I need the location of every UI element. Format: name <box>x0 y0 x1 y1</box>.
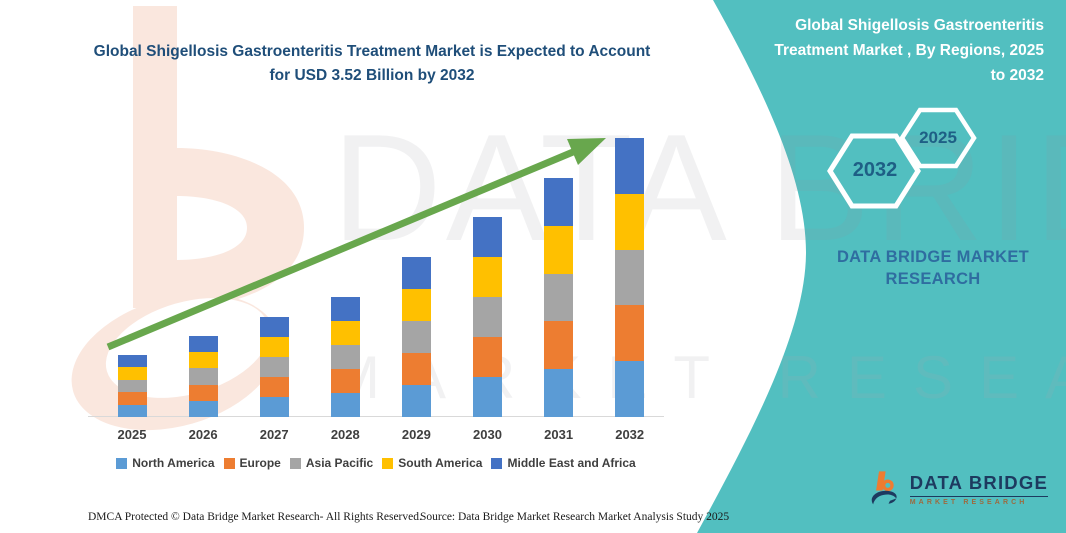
side-panel-title: Global Shigellosis Gastroenteritis Treat… <box>714 13 1044 88</box>
legend-item-middle-east-and-africa: Middle East and Africa <box>491 456 636 470</box>
bar-2026 <box>188 336 218 417</box>
bar-segment-asia-pacific <box>615 249 645 306</box>
bar-segment-asia-pacific <box>401 321 431 353</box>
bar-2028 <box>330 297 360 417</box>
bar-segment-south-america <box>473 257 502 297</box>
hexagon-2032 <box>827 133 921 209</box>
bar-segment-asia-pacific <box>544 273 574 322</box>
x-axis-label-2026: 2026 <box>188 427 218 442</box>
legend-label: Europe <box>239 456 281 470</box>
bar-segment-south-america <box>544 225 574 274</box>
chart-legend: North America Europe Asia Pacific South Ame… <box>86 456 666 470</box>
bar-segment-europe <box>188 384 218 401</box>
bar-segment-europe <box>259 377 289 397</box>
bar-segment-north-america <box>259 397 289 417</box>
bar-2029 <box>401 257 431 417</box>
brand-text: DATA BRIDGE MARKET RESEARCH <box>836 248 1030 288</box>
bar-segment-europe <box>544 321 574 370</box>
bar-segment-middle-east-and-africa <box>188 336 218 353</box>
bar-segment-asia-pacific <box>188 368 218 385</box>
bar-segment-south-america <box>401 289 431 321</box>
x-axis-label-2031: 2031 <box>544 427 574 442</box>
bar-segment-europe <box>117 392 147 405</box>
legend-label: South America <box>398 456 483 470</box>
chart-title: Global Shigellosis Gastroenteritis Treat… <box>93 43 651 84</box>
hexagon-2025 <box>899 107 977 169</box>
legend-label: Middle East and Africa <box>507 456 636 470</box>
dmca-notice: DMCA Protected © Data Bridge Market Rese… <box>88 511 422 523</box>
dbmr-logo: DATA BRIDGE MARKET RESEARCH <box>868 464 1048 514</box>
bar-segment-north-america <box>544 369 574 417</box>
bar-segment-south-america <box>188 352 218 369</box>
bar-segment-middle-east-and-africa <box>330 297 360 321</box>
legend-item-asia-pacific: Asia Pacific <box>289 456 374 470</box>
side-panel-title-line3: to 2032 <box>990 67 1044 84</box>
bar-segment-north-america <box>188 400 218 417</box>
legend-swatch <box>289 457 301 469</box>
bar-segment-north-america <box>615 361 645 417</box>
legend-label: North America <box>132 456 215 470</box>
bar-segment-middle-east-and-africa <box>259 317 289 337</box>
bar-2031 <box>544 178 574 417</box>
bar-segment-south-america <box>615 193 645 250</box>
bar-segment-middle-east-and-africa <box>401 257 431 289</box>
legend-swatch <box>382 457 394 469</box>
x-axis-line <box>88 416 664 417</box>
bar-2027 <box>259 317 289 417</box>
bar-segment-europe <box>473 337 502 377</box>
side-panel-title-line1: Global Shigellosis Gastroenteritis <box>795 17 1044 34</box>
bar-segment-north-america <box>473 377 502 417</box>
legend-swatch <box>223 457 235 469</box>
dbmr-logo-watermark <box>71 6 304 431</box>
market-research-text-watermark: MARKET RESEARCH <box>330 344 1066 411</box>
dbmr-logo-subtitle: MARKET RESEARCH <box>909 499 1028 507</box>
dbmr-logo-rule <box>909 495 1048 498</box>
side-panel-title-line2: Treatment Market , By Regions, 2025 <box>774 42 1044 59</box>
x-axis-label-2032: 2032 <box>615 427 645 442</box>
bar-segment-middle-east-and-africa <box>615 138 645 194</box>
bar-segment-middle-east-and-africa <box>544 178 574 226</box>
x-axis-label-2029: 2029 <box>401 427 431 442</box>
bar-segment-europe <box>401 353 431 385</box>
x-axis-label-2027: 2027 <box>259 427 289 442</box>
bar-segment-asia-pacific <box>330 345 360 369</box>
bar-segment-north-america <box>117 404 147 417</box>
bar-segment-south-america <box>117 367 147 380</box>
databridge-text-watermark: DATA BRIDGE <box>332 103 1066 273</box>
legend-label: Asia Pacific <box>305 456 374 470</box>
hexagon-2025-label: 2025 <box>919 128 957 147</box>
bar-segment-middle-east-and-africa <box>117 355 147 368</box>
dbmr-logo-text: DATA BRIDGE MARKET RESEARCH <box>909 471 1048 507</box>
bar-2030 <box>473 217 502 417</box>
bar-segment-north-america <box>401 385 431 417</box>
bar-2025 <box>117 355 147 417</box>
x-axis-label-2025: 2025 <box>117 427 147 442</box>
bar-segment-europe <box>330 369 360 393</box>
legend-swatch <box>116 457 128 469</box>
legend-item-south-america: South America <box>382 456 482 470</box>
bar-segment-middle-east-and-africa <box>473 217 502 257</box>
source-note: Source: Data Bridge Market Research Mark… <box>420 511 730 523</box>
bar-segment-north-america <box>330 393 360 417</box>
bar-2032 <box>615 138 645 417</box>
legend-item-europe: Europe <box>223 456 281 470</box>
bar-segment-south-america <box>259 337 289 357</box>
legend-item-north-america: North America <box>116 456 215 470</box>
hexagon-2032-label: 2032 <box>852 159 898 181</box>
bar-segment-asia-pacific <box>259 357 289 377</box>
x-axis-label-2028: 2028 <box>330 427 360 442</box>
dbmr-logo-icon <box>871 471 897 505</box>
x-axis-label-2030: 2030 <box>473 427 502 442</box>
bar-segment-south-america <box>330 321 360 345</box>
bar-segment-asia-pacific <box>473 297 502 337</box>
bar-segment-asia-pacific <box>117 379 147 393</box>
dbmr-logo-title: DATA BRIDGE <box>909 471 1048 493</box>
legend-swatch <box>491 457 503 469</box>
bar-segment-europe <box>615 305 645 362</box>
